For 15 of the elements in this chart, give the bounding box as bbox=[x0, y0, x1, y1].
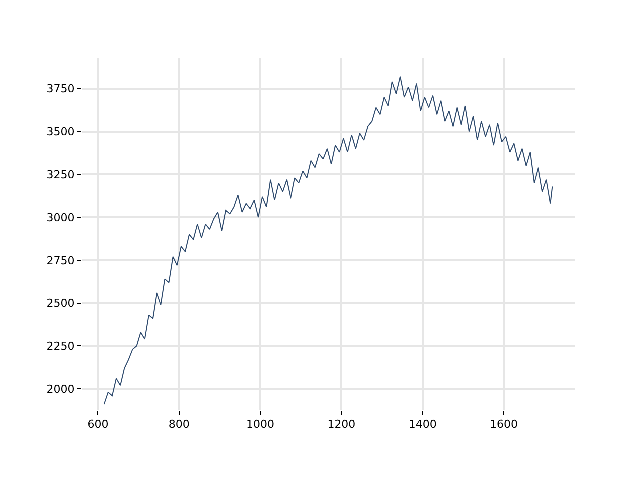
y-tick-label: 3750 bbox=[46, 82, 75, 96]
x-tick-label: 800 bbox=[168, 418, 190, 432]
y-tick-label: 2750 bbox=[46, 254, 75, 268]
y-tick-label: 3500 bbox=[46, 126, 75, 139]
x-tick-label: 600 bbox=[88, 418, 109, 432]
y-tick-label: 2000 bbox=[46, 382, 75, 396]
y-tick-label: 2500 bbox=[46, 297, 75, 310]
x-tick-label: 1200 bbox=[328, 418, 356, 432]
y-tick-label: 2250 bbox=[46, 340, 75, 354]
x-tick-label: 1400 bbox=[408, 418, 437, 432]
y-tick-label: 3250 bbox=[46, 168, 75, 182]
x-tick-label: 1600 bbox=[490, 418, 518, 432]
line-series bbox=[104, 76, 554, 406]
x-tick-label: 1000 bbox=[246, 418, 275, 432]
y-tick-label: 3000 bbox=[46, 211, 75, 224]
